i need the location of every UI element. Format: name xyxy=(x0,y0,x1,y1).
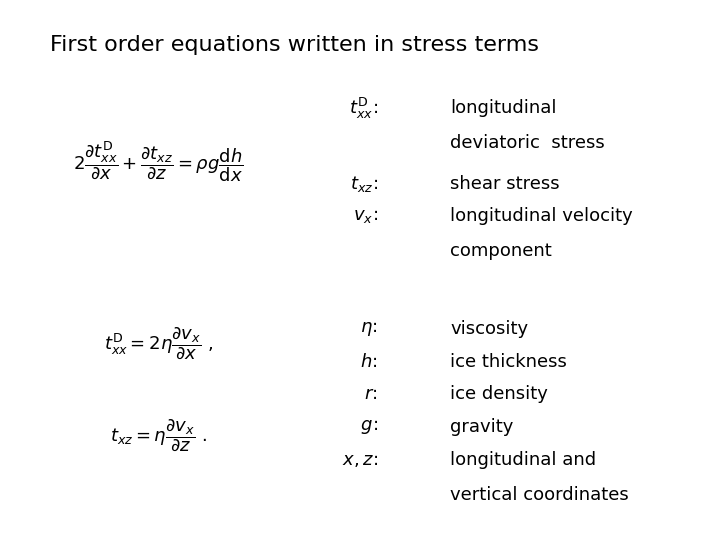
Text: $2\dfrac{\partial t^{\mathrm{D}}_{xx}}{\partial x} + \dfrac{\partial t_{xz}}{\pa: $2\dfrac{\partial t^{\mathrm{D}}_{xx}}{\… xyxy=(73,140,243,184)
Text: longitudinal velocity: longitudinal velocity xyxy=(450,207,633,225)
Text: $h\!:$: $h\!:$ xyxy=(360,353,378,371)
Text: longitudinal and: longitudinal and xyxy=(450,451,596,469)
Text: component: component xyxy=(450,242,552,260)
Text: longitudinal: longitudinal xyxy=(450,99,557,117)
Text: $x, z\!:$: $x, z\!:$ xyxy=(341,451,378,469)
Text: vertical coordinates: vertical coordinates xyxy=(450,486,629,504)
Text: $t^{\mathrm{D}}_{xx}\!:$: $t^{\mathrm{D}}_{xx}\!:$ xyxy=(349,96,378,120)
Text: deviatoric  stress: deviatoric stress xyxy=(450,134,605,152)
Text: $v_x\!:$: $v_x\!:$ xyxy=(353,207,378,225)
Text: First order equations written in stress terms: First order equations written in stress … xyxy=(50,35,539,55)
Text: viscosity: viscosity xyxy=(450,320,528,339)
Text: $\eta\!:$: $\eta\!:$ xyxy=(360,320,378,339)
Text: $t_{xz} = \eta \dfrac{\partial v_x}{\partial z}\,\,.$: $t_{xz} = \eta \dfrac{\partial v_x}{\par… xyxy=(110,417,207,453)
Text: $t_{xz}\!:$: $t_{xz}\!:$ xyxy=(350,173,378,194)
Text: ice density: ice density xyxy=(450,385,548,403)
Text: $t^{\mathrm{D}}_{xx} = 2\eta \dfrac{\partial v_x}{\partial x}\,\,,$: $t^{\mathrm{D}}_{xx} = 2\eta \dfrac{\par… xyxy=(104,325,213,361)
Text: $g\!:$: $g\!:$ xyxy=(360,417,378,436)
Text: ice thickness: ice thickness xyxy=(450,353,567,371)
Text: gravity: gravity xyxy=(450,417,513,436)
Text: $r\!:$: $r\!:$ xyxy=(364,385,378,403)
Text: shear stress: shear stress xyxy=(450,174,559,193)
